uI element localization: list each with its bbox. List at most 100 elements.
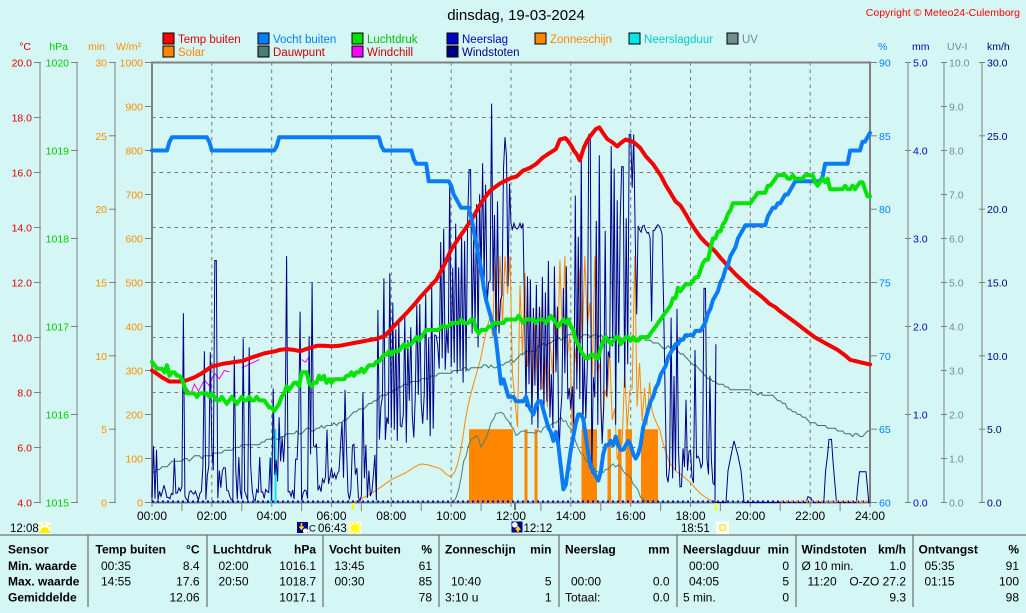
svg-text:1000: 1000	[120, 58, 144, 70]
svg-text:UV-I: UV-I	[947, 41, 967, 53]
svg-text:18:00: 18:00	[675, 509, 705, 523]
svg-text:10:00: 10:00	[436, 509, 466, 523]
svg-text:02:00: 02:00	[197, 509, 227, 523]
svg-text:Ontvangst: Ontvangst	[919, 543, 978, 557]
svg-text:14.0: 14.0	[12, 223, 33, 235]
svg-text:00:00: 00:00	[137, 509, 167, 523]
svg-text:Max. waarde: Max. waarde	[8, 575, 80, 589]
svg-text:80: 80	[879, 204, 891, 216]
svg-text:20.0: 20.0	[987, 204, 1008, 216]
svg-text:22:00: 22:00	[795, 509, 825, 523]
svg-text:min: min	[530, 543, 551, 557]
svg-text:10.0: 10.0	[987, 351, 1008, 363]
svg-text:Neerslagduur: Neerslagduur	[683, 543, 761, 557]
svg-text:Solar: Solar	[178, 47, 205, 59]
svg-text:0.0: 0.0	[987, 498, 1002, 510]
svg-text:16:00: 16:00	[616, 509, 646, 523]
svg-text:°C: °C	[186, 543, 200, 557]
svg-text:10.0: 10.0	[12, 333, 33, 345]
svg-text:00:00: 00:00	[571, 575, 601, 589]
svg-text:1016.1: 1016.1	[279, 559, 316, 573]
svg-text:0.0: 0.0	[653, 575, 670, 589]
svg-text:70: 70	[879, 351, 891, 363]
svg-text:02:00: 02:00	[219, 559, 249, 573]
svg-text:12:12: 12:12	[524, 523, 553, 535]
svg-text:Neerslag: Neerslag	[565, 543, 616, 557]
svg-text:400: 400	[125, 322, 143, 334]
svg-text:8.4: 8.4	[183, 559, 200, 573]
svg-text:1017.1: 1017.1	[279, 591, 316, 605]
svg-text:0: 0	[782, 559, 789, 573]
svg-text:10.0: 10.0	[949, 58, 970, 70]
svg-text:700: 700	[125, 190, 143, 202]
svg-text:85: 85	[419, 575, 433, 589]
svg-text:4.0: 4.0	[17, 498, 32, 510]
svg-text:300: 300	[125, 366, 143, 378]
svg-text:dinsdag, 19-03-2024: dinsdag, 19-03-2024	[447, 7, 585, 24]
svg-text:04:00: 04:00	[257, 509, 287, 523]
svg-text:4.0: 4.0	[913, 146, 928, 158]
svg-text:500: 500	[125, 278, 143, 290]
svg-text:Vocht buiten: Vocht buiten	[329, 543, 401, 557]
svg-text:1018: 1018	[46, 234, 70, 246]
svg-text:900: 900	[125, 102, 143, 114]
svg-text:5.0: 5.0	[987, 424, 1002, 436]
svg-text:12:00: 12:00	[496, 509, 526, 523]
svg-text:24:00: 24:00	[855, 509, 885, 523]
svg-text:0.0: 0.0	[653, 591, 670, 605]
svg-text:00:30: 00:30	[335, 575, 365, 589]
svg-text:5: 5	[101, 424, 107, 436]
svg-text:06:43: 06:43	[318, 523, 347, 535]
svg-text:5 min.: 5 min.	[683, 591, 716, 605]
svg-text:Vocht buiten: Vocht buiten	[273, 34, 336, 46]
svg-text:3.0: 3.0	[949, 366, 964, 378]
svg-text:12.0: 12.0	[12, 278, 33, 290]
svg-text:Neerslag: Neerslag	[462, 34, 508, 46]
svg-text:Temp buiten: Temp buiten	[178, 34, 241, 46]
svg-text:12:08: 12:08	[10, 523, 39, 535]
svg-text:1015: 1015	[46, 498, 70, 510]
svg-text:20: 20	[95, 204, 107, 216]
svg-text:km/h: km/h	[987, 41, 1010, 53]
svg-text:60: 60	[879, 498, 891, 510]
svg-text:6.0: 6.0	[949, 234, 964, 246]
svg-text:%: %	[1008, 543, 1019, 557]
svg-text:20.0: 20.0	[12, 58, 33, 70]
svg-text:5.0: 5.0	[949, 278, 964, 290]
svg-text:200: 200	[125, 410, 143, 422]
svg-text:Windchill: Windchill	[367, 47, 413, 59]
svg-text:Windstoten: Windstoten	[802, 543, 867, 557]
svg-text:°C: °C	[19, 41, 31, 53]
svg-text:W/m²: W/m²	[116, 41, 142, 53]
svg-text:0: 0	[137, 498, 143, 510]
svg-text:18.0: 18.0	[12, 113, 33, 125]
svg-text:3:10 u: 3:10 u	[445, 591, 478, 605]
svg-text:1: 1	[545, 591, 552, 605]
svg-text:98: 98	[1006, 591, 1020, 605]
svg-text:Dauwpunt: Dauwpunt	[273, 47, 326, 59]
svg-text:Luchtdruk: Luchtdruk	[367, 34, 418, 46]
svg-text:11:20: 11:20	[808, 575, 837, 589]
svg-text:1019: 1019	[46, 146, 70, 158]
svg-text:UV: UV	[742, 34, 758, 46]
svg-text:08:00: 08:00	[376, 509, 406, 523]
svg-text:4.0: 4.0	[949, 322, 964, 334]
svg-text:100: 100	[999, 575, 1019, 589]
svg-text:hPa: hPa	[49, 41, 68, 53]
svg-text:85: 85	[879, 131, 891, 143]
svg-text:0: 0	[101, 498, 107, 510]
svg-text:14:55: 14:55	[101, 575, 131, 589]
svg-text:12.06: 12.06	[169, 591, 199, 605]
svg-text:78: 78	[419, 591, 433, 605]
svg-text:1.0: 1.0	[949, 454, 964, 466]
svg-text:0.0: 0.0	[949, 498, 964, 510]
svg-text:65: 65	[879, 424, 891, 436]
svg-text:20:00: 20:00	[735, 509, 765, 523]
svg-text:2.0: 2.0	[949, 410, 964, 422]
svg-text:mm: mm	[912, 41, 930, 53]
svg-text:hPa: hPa	[294, 543, 316, 557]
svg-text:05:35: 05:35	[925, 559, 955, 573]
svg-text:3.0: 3.0	[913, 234, 928, 246]
svg-text:%: %	[878, 41, 887, 53]
svg-text:600: 600	[125, 234, 143, 246]
